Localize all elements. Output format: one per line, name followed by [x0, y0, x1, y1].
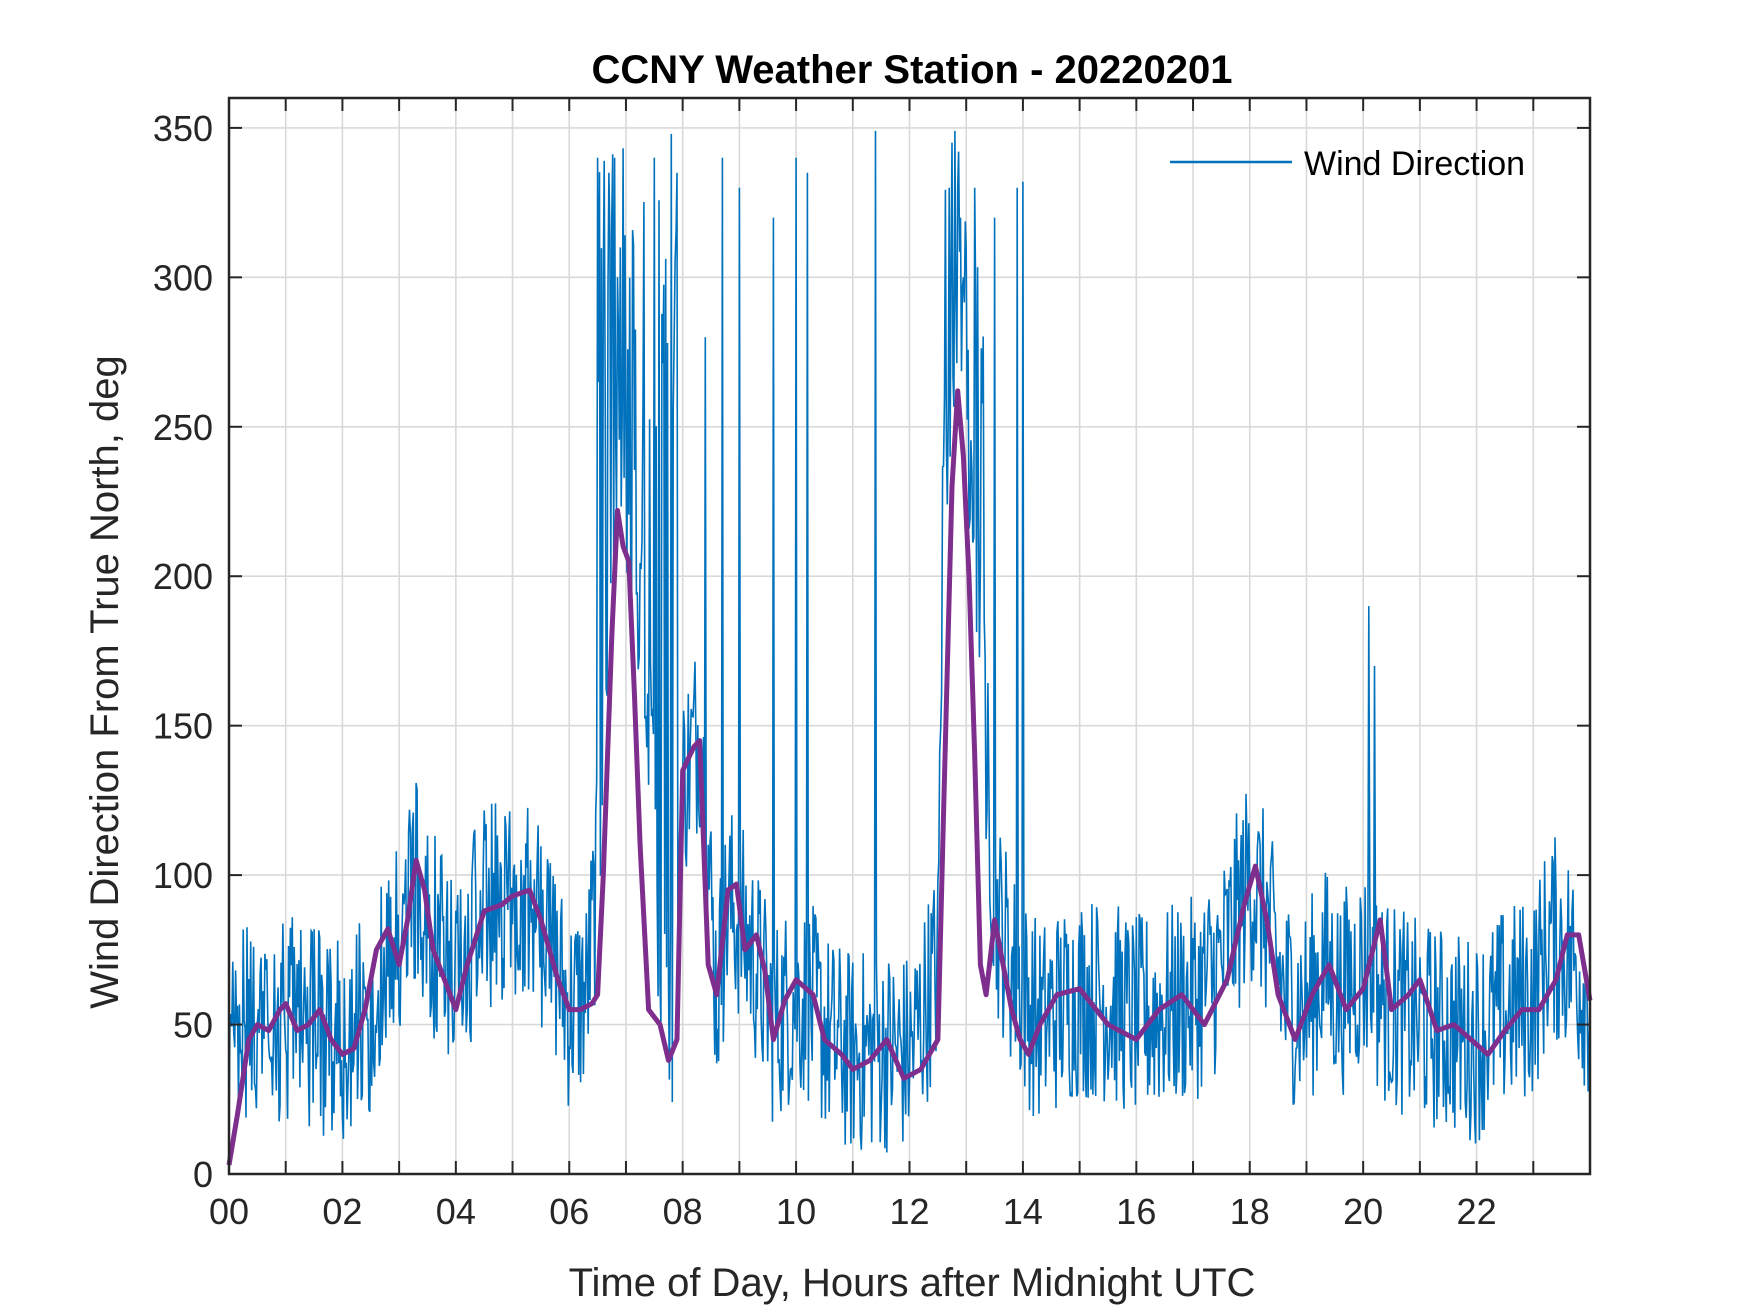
x-tick-label: 14 — [1003, 1191, 1043, 1232]
x-tick-label: 22 — [1457, 1191, 1497, 1232]
y-tick-label: 100 — [153, 855, 213, 896]
y-tick-label: 150 — [153, 706, 213, 747]
x-axis-label: Time of Day, Hours after Midnight UTC — [569, 1261, 1256, 1305]
y-tick-label: 250 — [153, 407, 213, 448]
x-tick-label: 12 — [889, 1191, 929, 1232]
running-mean-line — [226, 388, 1593, 1166]
y-tick-label: 300 — [153, 257, 213, 298]
y-tick-label: 50 — [173, 1005, 213, 1046]
x-tick-label: 20 — [1343, 1191, 1383, 1232]
x-tick-label: 18 — [1230, 1191, 1270, 1232]
x-tick-label: 08 — [663, 1191, 703, 1232]
y-tick-label: 0 — [193, 1154, 213, 1195]
x-tick-labels: 00 02 04 06 08 10 12 14 16 18 20 22 — [209, 1191, 1497, 1232]
ticks — [228, 98, 1590, 1175]
x-tick-label: 04 — [436, 1191, 476, 1232]
chart-title: CCNY Weather Station - 20220201 — [592, 48, 1233, 92]
y-axis-label: Wind Direction From True North, deg — [83, 355, 127, 1009]
legend-label: Wind Direction — [1304, 145, 1525, 183]
x-tick-label: 06 — [549, 1191, 589, 1232]
x-tick-label: 10 — [776, 1191, 816, 1232]
y-tick-labels: 0 50 100 150 200 250 300 350 — [153, 108, 213, 1195]
x-tick-label: 02 — [322, 1191, 362, 1232]
x-tick-label: 16 — [1116, 1191, 1156, 1232]
y-tick-label: 200 — [153, 556, 213, 597]
wind-direction-series — [228, 130, 1591, 1153]
running-mean-series — [226, 388, 1593, 1166]
x-tick-label: 00 — [209, 1191, 249, 1232]
legend: Wind Direction — [1170, 145, 1525, 183]
wind-direction-line — [228, 130, 1591, 1153]
y-tick-label: 350 — [153, 108, 213, 149]
